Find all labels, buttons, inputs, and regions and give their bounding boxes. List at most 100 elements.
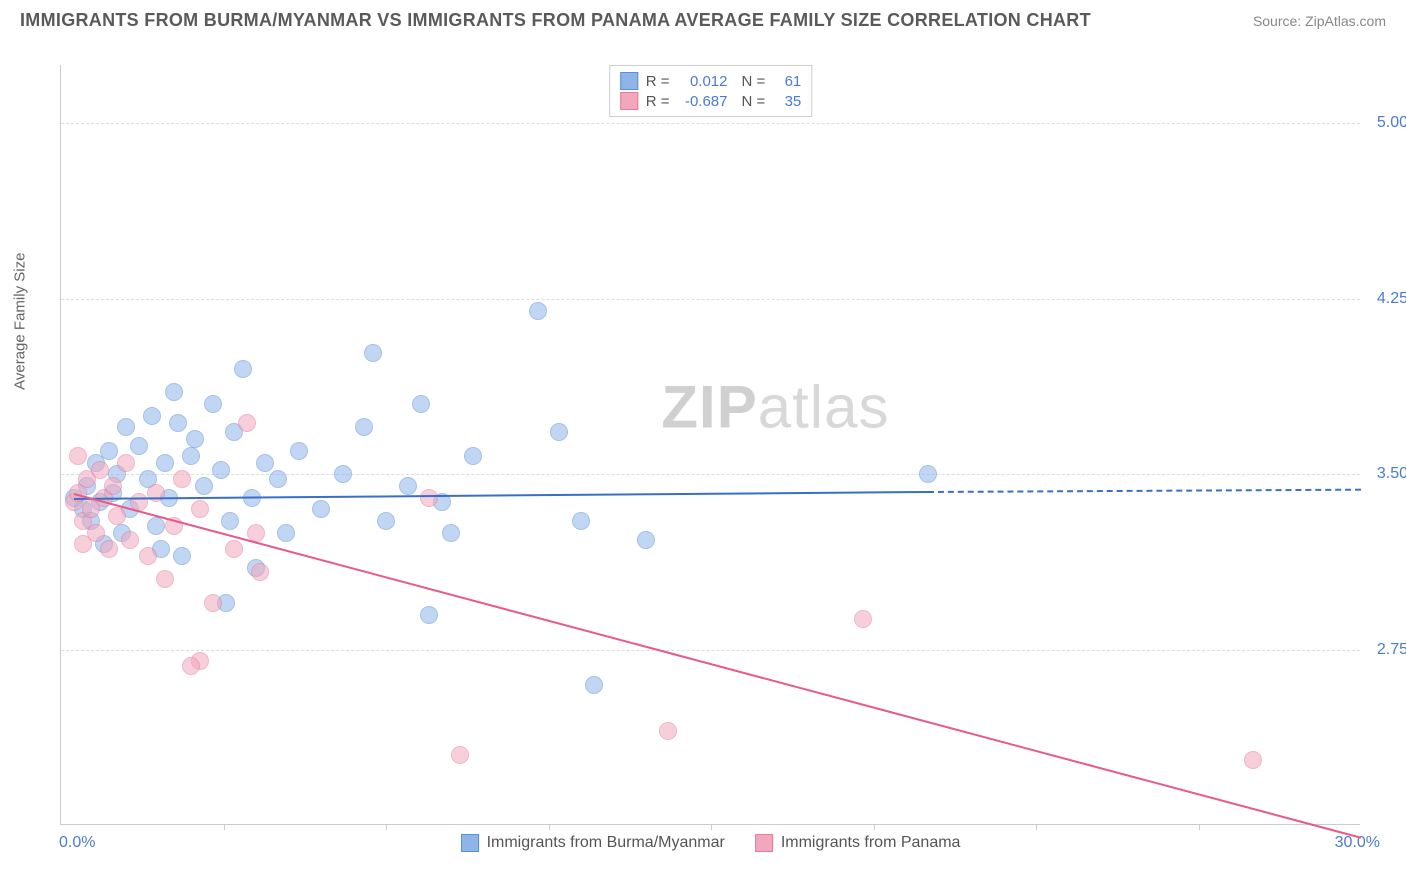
scatter-point-panama [156, 570, 174, 588]
trend-line-dash-burma [928, 488, 1361, 492]
chart-title: IMMIGRANTS FROM BURMA/MYANMAR VS IMMIGRA… [20, 10, 1091, 31]
scatter-point-panama [854, 610, 872, 628]
gridline [61, 123, 1360, 124]
scatter-point-burma [186, 430, 204, 448]
scatter-point-burma [212, 461, 230, 479]
scatter-point-burma [529, 302, 547, 320]
n-value: 35 [773, 93, 801, 110]
scatter-point-panama [69, 447, 87, 465]
scatter-point-burma [312, 500, 330, 518]
scatter-point-burma [572, 512, 590, 530]
legend-label: Immigrants from Panama [781, 834, 961, 852]
n-label: N = [742, 73, 766, 90]
y-tick-label: 2.75 [1377, 641, 1406, 659]
scatter-point-burma [399, 477, 417, 495]
scatter-point-panama [117, 454, 135, 472]
scatter-point-panama [251, 563, 269, 581]
x-tick [1199, 824, 1200, 830]
scatter-point-burma [195, 477, 213, 495]
scatter-point-panama [182, 657, 200, 675]
y-tick-label: 5.00 [1377, 114, 1406, 132]
scatter-point-panama [191, 500, 209, 518]
scatter-point-burma [165, 383, 183, 401]
scatter-point-panama [451, 746, 469, 764]
scatter-point-panama [204, 594, 222, 612]
scatter-point-panama [108, 507, 126, 525]
scatter-point-burma [147, 517, 165, 535]
scatter-point-burma [156, 454, 174, 472]
legend-item-panama: Immigrants from Panama [755, 834, 961, 852]
scatter-point-burma [290, 442, 308, 460]
scatter-point-burma [585, 676, 603, 694]
scatter-point-burma [277, 524, 295, 542]
legend-swatch-panama [755, 834, 773, 852]
scatter-point-burma [130, 437, 148, 455]
swatch-burma [620, 72, 638, 90]
scatter-point-burma [169, 414, 187, 432]
plot-area: ZIPatlas R =0.012N =61R =-0.687N =35 Imm… [60, 65, 1360, 825]
y-tick-label: 3.50 [1377, 465, 1406, 483]
x-tick [386, 824, 387, 830]
watermark: ZIPatlas [661, 372, 889, 441]
source-attribution: Source: ZipAtlas.com [1253, 13, 1386, 29]
scatter-point-burma [919, 465, 937, 483]
scatter-point-burma [637, 531, 655, 549]
gridline [61, 474, 1360, 475]
r-value: 0.012 [678, 73, 728, 90]
r-label: R = [646, 93, 670, 110]
watermark-atlas: atlas [758, 373, 890, 440]
r-value: -0.687 [678, 93, 728, 110]
scatter-point-panama [121, 531, 139, 549]
scatter-point-burma [464, 447, 482, 465]
scatter-point-burma [364, 344, 382, 362]
legend-label: Immigrants from Burma/Myanmar [487, 834, 725, 852]
gridline [61, 650, 1360, 651]
scatter-point-burma [221, 512, 239, 530]
scatter-point-panama [659, 722, 677, 740]
scatter-point-burma [355, 418, 373, 436]
y-axis-label: Average Family Size [12, 253, 29, 390]
scatter-point-panama [238, 414, 256, 432]
scatter-point-burma [100, 442, 118, 460]
scatter-point-panama [225, 540, 243, 558]
x-tick [874, 824, 875, 830]
scatter-point-panama [74, 535, 92, 553]
scatter-point-panama [139, 547, 157, 565]
legend-swatch-burma [461, 834, 479, 852]
scatter-point-burma [377, 512, 395, 530]
scatter-point-burma [143, 407, 161, 425]
scatter-point-burma [420, 606, 438, 624]
scatter-point-panama [104, 477, 122, 495]
scatter-point-burma [442, 524, 460, 542]
scatter-point-burma [182, 447, 200, 465]
stats-legend-box: R = 0.012 N = 61 R = -0.687 N = 35 [609, 65, 813, 117]
scatter-point-panama [100, 540, 118, 558]
x-axis-min-label: 0.0% [59, 834, 95, 852]
scatter-point-panama [1244, 751, 1262, 769]
y-tick-label: 4.25 [1377, 290, 1406, 308]
scatter-point-burma [269, 470, 287, 488]
x-tick [711, 824, 712, 830]
scatter-point-burma [234, 360, 252, 378]
scatter-point-burma [550, 423, 568, 441]
x-tick [1036, 824, 1037, 830]
scatter-point-panama [91, 461, 109, 479]
r-label: R = [646, 73, 670, 90]
scatter-point-panama [420, 489, 438, 507]
x-tick [224, 824, 225, 830]
watermark-zip: ZIP [661, 373, 757, 440]
chart-container: Average Family Size ZIPatlas R =0.012N =… [50, 55, 1390, 845]
bottom-legend: Immigrants from Burma/Myanmar Immigrants … [461, 834, 961, 852]
legend-item-burma: Immigrants from Burma/Myanmar [461, 834, 725, 852]
scatter-point-burma [412, 395, 430, 413]
n-value: 61 [773, 73, 801, 90]
x-tick [549, 824, 550, 830]
stats-row-panama: R = -0.687 N = 35 [620, 92, 802, 110]
scatter-point-burma [117, 418, 135, 436]
scatter-point-burma [334, 465, 352, 483]
gridline [61, 299, 1360, 300]
stats-row-burma: R = 0.012 N = 61 [620, 72, 802, 90]
scatter-point-burma [256, 454, 274, 472]
n-label: N = [742, 93, 766, 110]
swatch-panama [620, 92, 638, 110]
